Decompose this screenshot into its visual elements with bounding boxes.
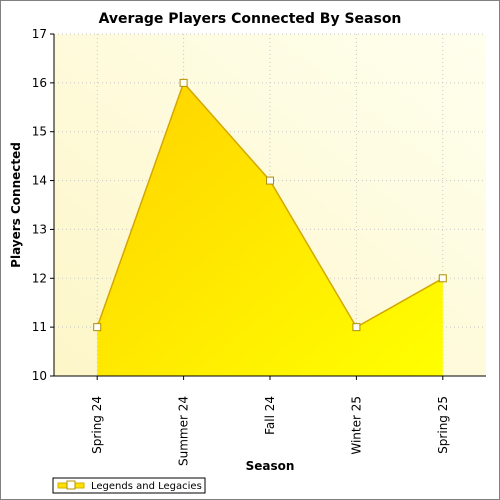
x-axis-ticks: Spring 24 Summer 24 Fall 24 Winter 25 Spring… [90,376,450,466]
chart-title: Average Players Connected By Season [99,11,402,27]
data-point [352,323,361,332]
y-tick-label: 15 [32,125,47,139]
y-tick-label: 14 [32,174,47,188]
x-tick-label: Spring 25 [436,396,450,454]
legend-box [52,477,206,494]
y-tick-label: 13 [32,222,47,236]
data-point [93,323,102,332]
data-point [438,274,447,283]
x-tick-label: Winter 25 [349,396,363,455]
y-tick-label: 10 [32,369,47,383]
x-tick-label: Fall 24 [263,396,277,435]
x-tick-label: Spring 24 [90,396,104,454]
x-axis-title: Season [246,459,295,473]
y-tick-label: 17 [32,27,47,41]
y-axis-title: Players Connected [9,142,23,268]
series-area [97,82,443,376]
y-tick-label: 16 [32,76,47,90]
x-tick-label: Summer 24 [177,396,191,466]
legend-label: Legends and Legacies [91,481,202,492]
data-point [266,176,274,185]
legend-marker [66,480,76,490]
y-tick-label: 12 [32,271,47,285]
y-tick-label: 11 [32,320,47,334]
y-axis-ticks: 10 11 12 13 14 15 16 17 [32,27,54,383]
series-area-layer [93,78,447,376]
data-point [179,78,188,87]
legend: Legends and Legacies [52,477,206,494]
